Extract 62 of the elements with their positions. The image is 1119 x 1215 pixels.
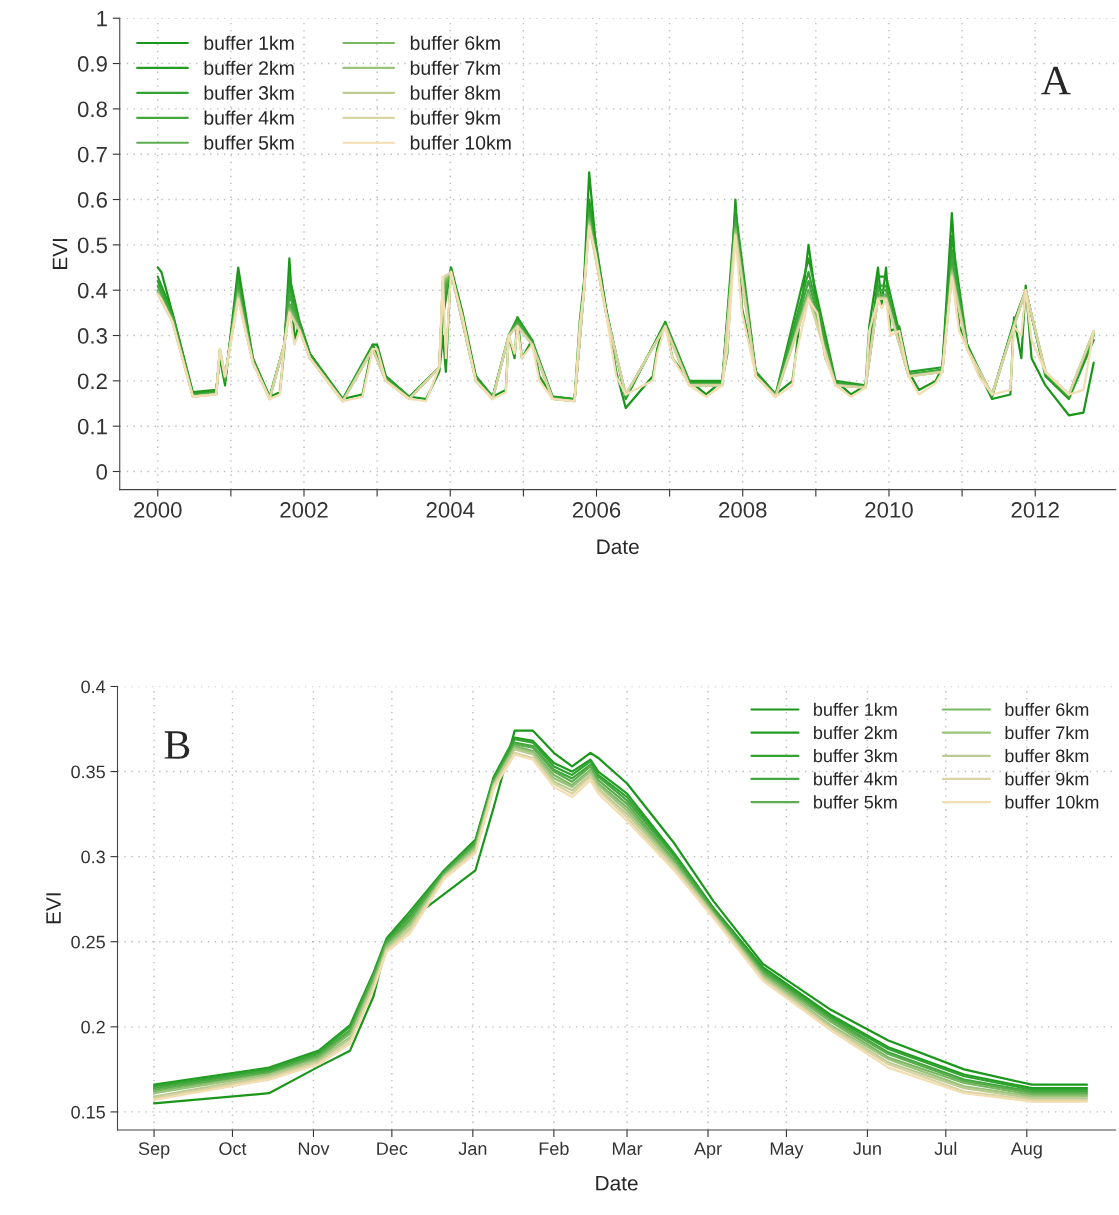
y-tick-label: 0.9 (77, 56, 107, 72)
x-axis-title: Date (596, 1176, 638, 1191)
y-tick-label: 0 (96, 464, 108, 480)
x-tick-label: Nov (298, 1142, 330, 1156)
y-tick-label: 0.3 (81, 850, 105, 864)
y-tick-label: 0.6 (77, 192, 107, 208)
x-tick-label: Aug (1010, 1142, 1042, 1159)
y-tick-label: 0.2 (81, 1020, 105, 1034)
y-tick-label: 0.25 (71, 935, 105, 949)
legend-label: buffer 7km (410, 60, 500, 75)
y-tick-label: 0.4 (81, 680, 106, 694)
x-tick-label: Jan (458, 1142, 487, 1156)
x-tick-label: Jun (853, 1142, 881, 1156)
x-tick-label: 2000 (134, 502, 182, 518)
legend-label: buffer 2km (204, 60, 294, 75)
legend-label: buffer 5km (204, 135, 294, 150)
legend-label: buffer 3km (814, 749, 897, 763)
legend-label: buffer 2km (814, 725, 897, 740)
legend-label: buffer 6km (410, 35, 500, 51)
legend-label: buffer 6km (1005, 702, 1089, 716)
y-tick-label: 0.8 (77, 101, 107, 118)
y-tick-label: 0.1 (77, 418, 107, 435)
annotation: B (164, 731, 190, 759)
y-tick-label: 0.4 (77, 282, 108, 299)
x-axis-title: Date (597, 539, 639, 555)
x-tick-label: Oct (219, 1142, 247, 1156)
legend-label: buffer 8km (1005, 749, 1089, 763)
y-tick-label: 0.7 (77, 146, 107, 163)
y-axis-title: EVI (46, 893, 61, 924)
legend-label: buffer 5km (814, 795, 897, 809)
y-tick-label: 0.5 (77, 237, 107, 254)
x-tick-label: Apr (694, 1142, 722, 1159)
legend-label: buffer 1km (204, 35, 294, 51)
y-axis-title: EVI (52, 239, 68, 270)
x-tick-label: 2012 (1011, 502, 1059, 518)
x-tick-label: Mar (612, 1142, 643, 1156)
x-tick-label: 2008 (719, 502, 767, 518)
annotation: A (1041, 66, 1071, 95)
x-tick-label: 2010 (865, 502, 913, 518)
legend-label: buffer 10km (410, 135, 511, 150)
y-tick-label: 1 (97, 10, 107, 27)
legend-label: buffer 4km (204, 110, 294, 125)
y-tick-label: 0.3 (77, 328, 107, 344)
x-tick-label: 2004 (426, 502, 475, 518)
legend-label: buffer 3km (204, 85, 294, 100)
legend-label: buffer 4km (814, 772, 897, 786)
legend-label: buffer 7km (1005, 725, 1089, 740)
legend-label: buffer 9km (410, 110, 500, 125)
legend-label: buffer 9km (1005, 772, 1089, 786)
x-tick-label: 2006 (572, 502, 621, 518)
x-tick-label: Dec (377, 1142, 408, 1156)
x-tick-label: Jul (934, 1141, 957, 1156)
x-tick-label: Feb (539, 1141, 569, 1156)
y-tick-label: 0.2 (77, 373, 107, 390)
y-tick-label: 0.35 (71, 765, 105, 779)
legend-label: buffer 8km (410, 85, 500, 100)
legend-label: buffer 10km (1005, 795, 1099, 809)
x-tick-label: May (770, 1142, 804, 1159)
legend-label: buffer 1km (814, 702, 897, 716)
x-tick-label: Sep (138, 1142, 170, 1159)
x-tick-label: 2002 (280, 502, 328, 518)
y-tick-label: 0.15 (71, 1105, 105, 1119)
